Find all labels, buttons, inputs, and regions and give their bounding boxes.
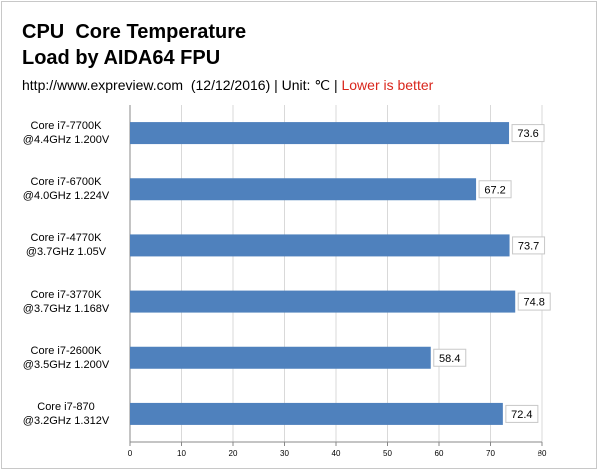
x-tick-label: 10 — [177, 449, 186, 458]
category-label: Core i7-7700K @4.4GHz 1.200V — [6, 119, 126, 147]
category-name: Core i7-2600K — [30, 344, 102, 357]
category-spec: @3.2GHz 1.312V — [22, 414, 110, 427]
x-tick-label: 70 — [486, 449, 495, 458]
category-name: Core i7-3770K — [30, 288, 102, 301]
x-tick-label: 40 — [332, 449, 341, 458]
data-label-box — [433, 348, 467, 367]
data-label: 58.4 — [439, 353, 460, 365]
x-tick-label: 50 — [383, 449, 392, 458]
data-label-box — [478, 180, 512, 199]
x-tick-label: 20 — [229, 449, 238, 458]
data-label: 73.6 — [517, 128, 538, 140]
category-spec: @3.5GHz 1.200V — [22, 358, 110, 371]
bar — [130, 122, 510, 145]
bar — [130, 234, 510, 257]
data-label: 74.8 — [524, 297, 545, 309]
category-spec: @3.7GHz 1.168V — [22, 302, 110, 315]
data-label-box — [505, 404, 539, 423]
category-label: Core i7-2600K @3.5GHz 1.200V — [6, 344, 126, 372]
chart-title-line-1: CPU Core Temperature — [22, 21, 247, 43]
x-tick-label: 60 — [435, 449, 444, 458]
x-tick-label: 80 — [538, 449, 547, 458]
category-name: Core i7-6700K — [30, 176, 102, 189]
data-label: 67.2 — [484, 184, 505, 196]
category-spec: @4.0GHz 1.224V — [22, 190, 110, 203]
chart-subtitle: http://www.expreview.com (12/12/2016) | … — [22, 77, 433, 94]
subtitle-highlight: Lower is better — [341, 77, 434, 93]
bar — [130, 290, 516, 313]
data-label-box — [517, 292, 551, 311]
bar — [130, 178, 477, 201]
watermark: 头条 @问答 — [515, 448, 590, 463]
category-name: Core i7-7700K — [30, 120, 102, 133]
category-label: Core i7-6700K @4.0GHz 1.224V — [6, 175, 126, 203]
data-label: 73.7 — [518, 240, 539, 252]
chart-title-line-2: Load by AIDA64 FPU — [22, 47, 221, 69]
x-tick-label: 0 — [128, 449, 133, 458]
category-label: Core i7-3770K @3.7GHz 1.168V — [6, 288, 126, 316]
category-spec: @4.4GHz 1.200V — [22, 134, 110, 147]
data-label: 72.4 — [511, 409, 532, 421]
bar — [130, 346, 431, 369]
category-name: Core i7-870 — [37, 400, 95, 413]
category-label: Core i7-4770K @3.7GHz 1.05V — [6, 231, 126, 259]
category-spec: @3.7GHz 1.05V — [25, 246, 107, 259]
data-label-box — [511, 124, 545, 143]
category-name: Core i7-4770K — [30, 232, 102, 245]
subtitle-text: http://www.expreview.com (12/12/2016) | … — [22, 77, 342, 93]
x-tick-label: 30 — [280, 449, 289, 458]
data-label-box — [512, 236, 546, 255]
bar — [130, 402, 503, 425]
category-label: Core i7-870 @3.2GHz 1.312V — [6, 400, 126, 428]
